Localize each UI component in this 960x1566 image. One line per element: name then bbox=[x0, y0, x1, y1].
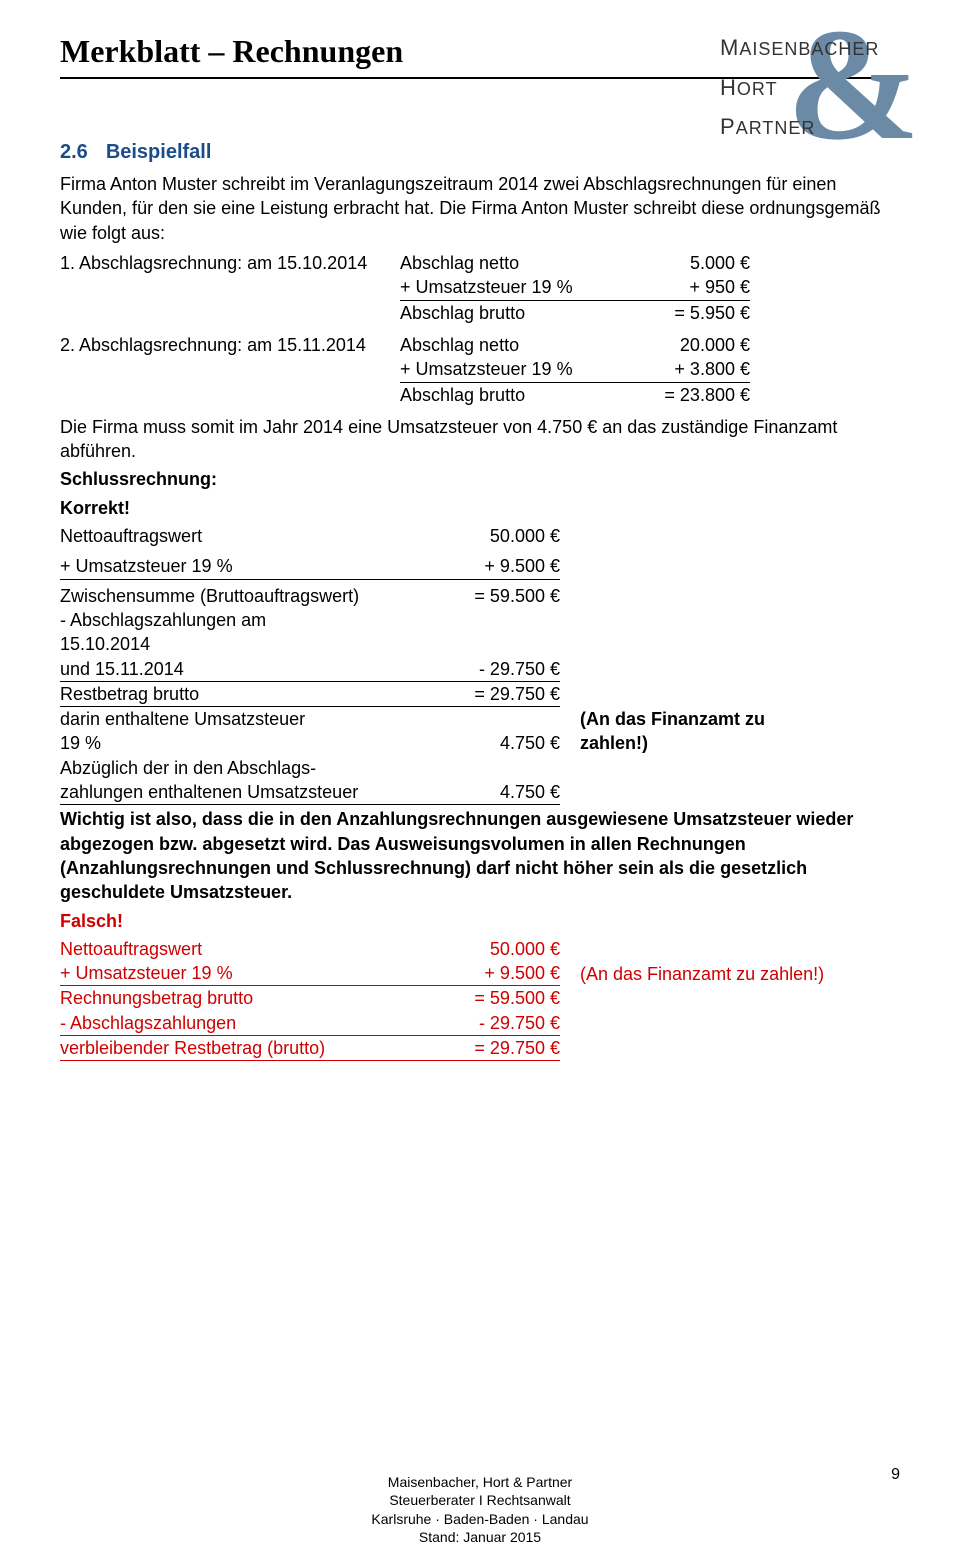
text: Restbetrag brutto bbox=[60, 682, 440, 707]
text: verbleibender Restbetrag (brutto) bbox=[60, 1036, 440, 1061]
text: + Umsatzsteuer 19 % bbox=[60, 961, 440, 986]
text: 15.10.2014 bbox=[60, 632, 440, 656]
falsch-label: Falsch! bbox=[60, 909, 900, 933]
korrekt-table: Nettoauftragswert 50.000 € + Umsatzsteue… bbox=[60, 524, 900, 805]
value: 5.000 € bbox=[640, 251, 750, 275]
value: 50.000 € bbox=[440, 937, 560, 961]
footer-line: Karlsruhe · Baden-Baden · Landau bbox=[0, 1510, 960, 1528]
note: zahlen!) bbox=[560, 731, 900, 755]
schlussrechnung-label: Schlussrechnung: bbox=[60, 467, 900, 491]
text: - Abschlagszahlungen am bbox=[60, 608, 440, 632]
text: - Abschlagszahlungen bbox=[60, 1011, 440, 1036]
logo-text: MAISENBACHER HORT PARTNER bbox=[720, 28, 879, 147]
text: + Umsatzsteuer 19 % bbox=[60, 554, 440, 579]
value: - 29.750 € bbox=[440, 1011, 560, 1036]
note: (An das Finanzamt zu bbox=[560, 707, 900, 731]
document-header: Merkblatt – Rechnungen & MAISENBACHER HO… bbox=[60, 30, 900, 79]
note: (An das Finanzamt zu zahlen!) bbox=[560, 962, 900, 986]
value: + 9.500 € bbox=[440, 554, 560, 579]
abschlag-2-label: 2. Abschlagsrechnung: am 15.11.2014 bbox=[60, 333, 400, 357]
section-title: Beispielfall bbox=[106, 141, 212, 163]
korrekt-label: Korrekt! bbox=[60, 496, 900, 520]
footer-line: Stand: Januar 2015 bbox=[0, 1528, 960, 1546]
text: + Umsatzsteuer 19 % bbox=[400, 357, 640, 382]
page-footer: Maisenbacher, Hort & Partner Steuerberat… bbox=[0, 1473, 960, 1546]
abschlag-1-label: 1. Abschlagsrechnung: am 15.10.2014 bbox=[60, 251, 400, 275]
text: + Umsatzsteuer 19 % bbox=[400, 275, 640, 300]
text: 19 % bbox=[60, 731, 440, 755]
company-logo: & MAISENBACHER HORT PARTNER bbox=[720, 20, 920, 170]
value: - 29.750 € bbox=[440, 657, 560, 682]
intro-paragraph: Firma Anton Muster schreibt im Veranlagu… bbox=[60, 172, 900, 245]
mid-paragraph: Die Firma muss somit im Jahr 2014 eine U… bbox=[60, 415, 900, 464]
text: Abschlag netto bbox=[400, 251, 640, 275]
text: Abschlag brutto bbox=[400, 301, 640, 325]
value: = 59.500 € bbox=[440, 986, 560, 1010]
value: = 59.500 € bbox=[440, 584, 560, 608]
value: 20.000 € bbox=[640, 333, 750, 357]
text: zahlungen enthaltenen Umsatzsteuer bbox=[60, 780, 440, 805]
value: 50.000 € bbox=[440, 524, 560, 548]
text: Abzüglich der in den Abschlags- bbox=[60, 756, 440, 780]
text: Nettoauftragswert bbox=[60, 524, 440, 548]
value: 4.750 € bbox=[440, 780, 560, 805]
abschlag-2-block: 2. Abschlagsrechnung: am 15.11.2014 Absc… bbox=[60, 333, 900, 407]
footer-line: Maisenbacher, Hort & Partner bbox=[0, 1473, 960, 1491]
text: Abschlag brutto bbox=[400, 383, 640, 407]
footer-line: Steuerberater I Rechtsanwalt bbox=[0, 1491, 960, 1509]
text: und 15.11.2014 bbox=[60, 657, 440, 682]
value: = 23.800 € bbox=[640, 383, 750, 407]
value: + 9.500 € bbox=[440, 961, 560, 986]
value: = 29.750 € bbox=[440, 1036, 560, 1061]
value: + 950 € bbox=[640, 275, 750, 300]
text: darin enthaltene Umsatzsteuer bbox=[60, 707, 440, 731]
wichtig-paragraph: Wichtig ist also, dass die in den Anzahl… bbox=[60, 807, 900, 904]
value: = 5.950 € bbox=[640, 301, 750, 325]
abschlag-1-block: 1. Abschlagsrechnung: am 15.10.2014 Absc… bbox=[60, 251, 900, 325]
value: = 29.750 € bbox=[440, 682, 560, 707]
section-number: 2.6 bbox=[60, 139, 88, 166]
value: 4.750 € bbox=[440, 731, 560, 755]
text: Abschlag netto bbox=[400, 333, 640, 357]
text: Nettoauftragswert bbox=[60, 937, 440, 961]
value: + 3.800 € bbox=[640, 357, 750, 382]
text: Zwischensumme (Bruttoauftragswert) bbox=[60, 584, 440, 608]
text: Rechnungsbetrag brutto bbox=[60, 986, 440, 1010]
falsch-table: Nettoauftragswert 50.000 € + Umsatzsteue… bbox=[60, 937, 900, 1061]
